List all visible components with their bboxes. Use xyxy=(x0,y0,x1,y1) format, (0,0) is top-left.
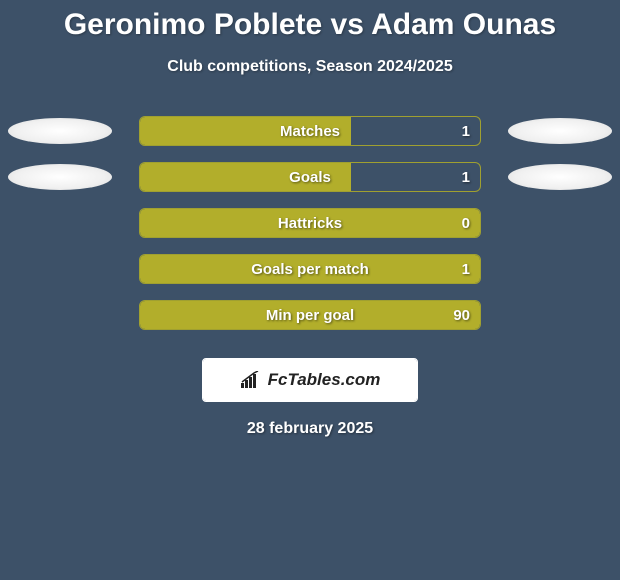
stat-bar: Goals per match 1 xyxy=(139,254,481,284)
stat-label: Goals xyxy=(289,169,331,186)
player-left-marker xyxy=(8,164,112,190)
stat-row: Hattricks 0 xyxy=(0,200,620,246)
logo-text: FcTables.com xyxy=(268,370,381,390)
stat-bar: Hattricks 0 xyxy=(139,208,481,238)
date: 28 february 2025 xyxy=(0,420,620,438)
stat-label: Goals per match xyxy=(251,261,369,278)
player-right-marker xyxy=(508,118,612,144)
player-left-marker xyxy=(8,118,112,144)
chart-icon xyxy=(240,371,262,389)
logo-inner: FcTables.com xyxy=(203,359,417,401)
stat-value: 90 xyxy=(453,307,470,324)
stat-bar: Matches 1 xyxy=(139,116,481,146)
stat-label: Matches xyxy=(280,123,340,140)
stat-label: Hattricks xyxy=(278,215,342,232)
logo-box: FcTables.com xyxy=(202,358,418,402)
stat-value: 1 xyxy=(462,169,470,186)
stat-row: Matches 1 xyxy=(0,108,620,154)
subtitle: Club competitions, Season 2024/2025 xyxy=(0,58,620,76)
stat-bar: Min per goal 90 xyxy=(139,300,481,330)
stat-value: 0 xyxy=(462,215,470,232)
stat-row: Goals per match 1 xyxy=(0,246,620,292)
comparison-infographic: Geronimo Poblete vs Adam Ounas Club comp… xyxy=(0,0,620,438)
stat-row: Goals 1 xyxy=(0,154,620,200)
stat-value: 1 xyxy=(462,123,470,140)
stat-bar: Goals 1 xyxy=(139,162,481,192)
stats-container: Matches 1 Goals 1 Hattricks 0 Goals per match 1… xyxy=(0,108,620,338)
stat-value: 1 xyxy=(462,261,470,278)
player-right-marker xyxy=(508,164,612,190)
stat-label: Min per goal xyxy=(266,307,354,324)
page-title: Geronimo Poblete vs Adam Ounas xyxy=(0,8,620,42)
stat-row: Min per goal 90 xyxy=(0,292,620,338)
